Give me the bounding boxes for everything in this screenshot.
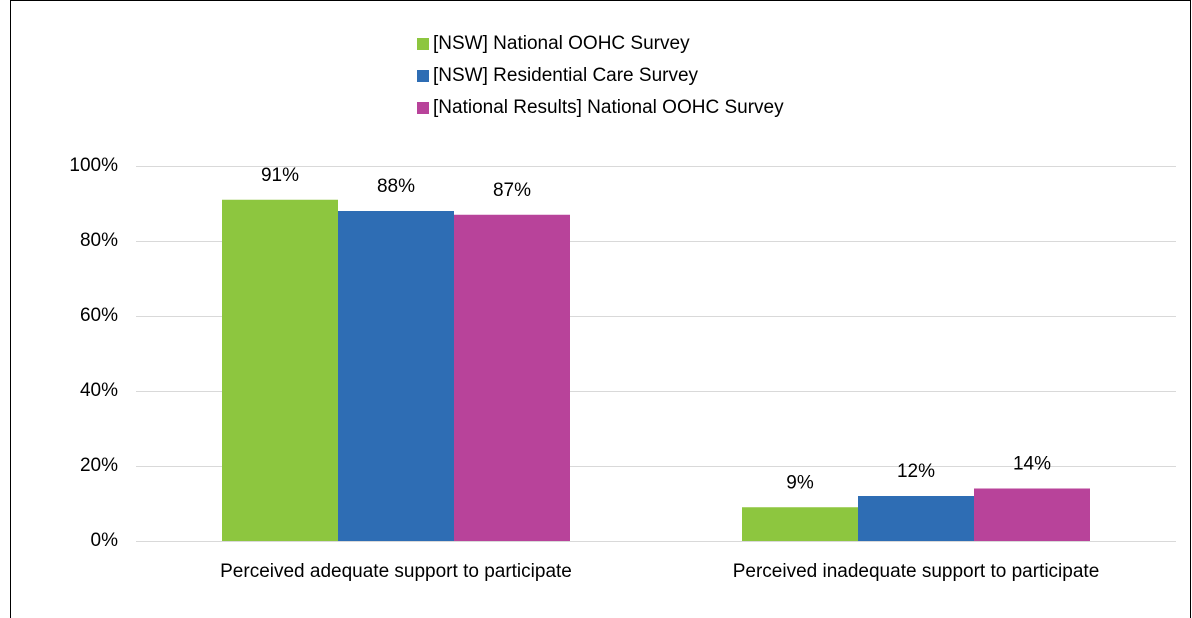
legend-label: [NSW] Residential Care Survey bbox=[433, 65, 699, 86]
y-tick-label: 40% bbox=[80, 380, 118, 401]
y-tick-label: 100% bbox=[69, 155, 118, 176]
value-label: 91% bbox=[261, 165, 299, 186]
x-tick-label: Perceived adequate support to participat… bbox=[220, 561, 572, 582]
bar bbox=[454, 214, 570, 541]
bar bbox=[858, 496, 974, 541]
bar bbox=[222, 199, 338, 541]
legend-swatch bbox=[417, 70, 429, 82]
bar bbox=[338, 211, 454, 541]
bar bbox=[742, 507, 858, 541]
value-label: 87% bbox=[493, 180, 531, 201]
y-tick-label: 20% bbox=[80, 455, 118, 476]
x-tick-label: Perceived inadequate support to particip… bbox=[733, 561, 1100, 582]
y-tick-label: 60% bbox=[80, 305, 118, 326]
value-label: 12% bbox=[897, 461, 935, 482]
legend-label: [NSW] National OOHC Survey bbox=[433, 33, 690, 54]
y-tick-label: 80% bbox=[80, 230, 118, 251]
value-label: 9% bbox=[786, 472, 814, 493]
value-label: 14% bbox=[1013, 454, 1051, 475]
legend-swatch bbox=[417, 102, 429, 114]
y-tick-label: 0% bbox=[91, 530, 119, 551]
legend-label: [National Results] National OOHC Survey bbox=[433, 97, 784, 118]
legend-swatch bbox=[417, 38, 429, 50]
value-label: 88% bbox=[377, 176, 415, 197]
bar bbox=[974, 488, 1090, 541]
